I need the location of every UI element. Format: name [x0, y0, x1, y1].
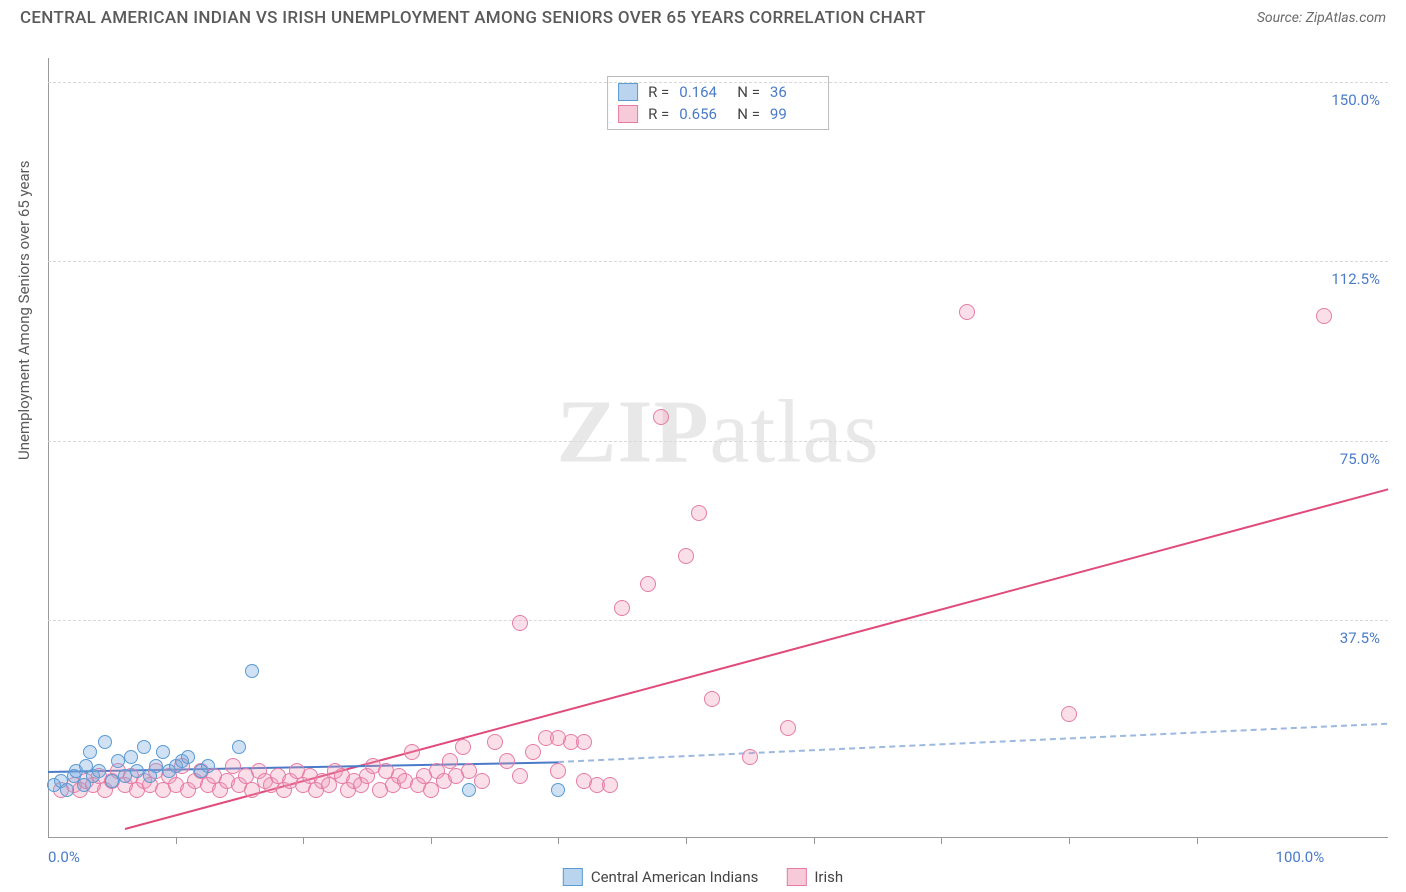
x-minor-tick: [303, 838, 304, 844]
scatter-point: [156, 745, 170, 759]
y-tick-label: 150.0%: [1331, 91, 1380, 109]
scatter-point: [404, 744, 420, 760]
scatter-point: [124, 750, 138, 764]
swatch-blue-icon: [618, 83, 638, 101]
scatter-point: [245, 664, 259, 678]
scatter-point: [98, 735, 112, 749]
scatter-point: [1316, 308, 1332, 324]
x-axis: [48, 837, 1388, 838]
x-minor-tick: [814, 838, 815, 844]
x-minor-tick: [1069, 838, 1070, 844]
scatter-point: [653, 409, 669, 425]
stats-row-series1: R = 0.164 N = 36: [618, 81, 818, 103]
x-minor-tick: [941, 838, 942, 844]
stats-legend-box: R = 0.164 N = 36 R = 0.656 N = 99: [607, 76, 829, 130]
grid-line: [48, 82, 1388, 83]
scatter-point: [576, 734, 592, 750]
swatch-pink-icon: [786, 868, 806, 886]
scatter-point: [474, 773, 490, 789]
scatter-point: [742, 749, 758, 765]
trend-line: [558, 723, 1388, 763]
y-tick-label: 112.5%: [1331, 270, 1380, 288]
swatch-blue-icon: [563, 868, 583, 886]
x-minor-tick: [558, 838, 559, 844]
grid-line: [48, 620, 1388, 621]
scatter-point: [678, 548, 694, 564]
scatter-point: [959, 304, 975, 320]
x-minor-tick: [1197, 838, 1198, 844]
x-tick-label: 100.0%: [1276, 848, 1325, 866]
scatter-point: [60, 783, 74, 797]
scatter-point: [525, 744, 541, 760]
stats-row-series2: R = 0.656 N = 99: [618, 103, 818, 125]
grid-line: [48, 261, 1388, 262]
y-tick-label: 75.0%: [1340, 450, 1380, 468]
scatter-point: [181, 750, 195, 764]
x-minor-tick: [431, 838, 432, 844]
legend-item-series1: Central American Indians: [563, 868, 759, 886]
swatch-pink-icon: [618, 105, 638, 123]
y-axis: [48, 58, 49, 838]
x-minor-tick: [686, 838, 687, 844]
watermark: ZIPatlas: [557, 381, 880, 484]
legend-label-series2: Irish: [814, 868, 843, 886]
plot-area: ZIPatlas R = 0.164 N = 36 R = 0.656 N = …: [48, 58, 1388, 838]
scatter-point: [232, 740, 246, 754]
x-tick-label: 0.0%: [48, 848, 80, 866]
scatter-point: [1061, 706, 1077, 722]
scatter-point: [487, 734, 503, 750]
scatter-point: [614, 600, 630, 616]
x-minor-tick: [176, 838, 177, 844]
source-citation: Source: ZipAtlas.com: [1257, 10, 1386, 26]
y-tick-label: 37.5%: [1340, 629, 1380, 647]
legend-label-series1: Central American Indians: [591, 868, 759, 886]
grid-line: [48, 441, 1388, 442]
scatter-point: [551, 783, 565, 797]
chart-container: Unemployment Among Seniors over 65 years…: [0, 40, 1406, 892]
scatter-point: [550, 763, 566, 779]
scatter-point: [201, 759, 215, 773]
scatter-point: [455, 739, 471, 755]
scatter-point: [704, 691, 720, 707]
legend-bottom: Central American Indians Irish: [563, 868, 843, 886]
scatter-point: [550, 730, 566, 746]
scatter-point: [92, 764, 106, 778]
scatter-point: [83, 745, 97, 759]
chart-title: CENTRAL AMERICAN INDIAN VS IRISH UNEMPLO…: [20, 8, 926, 28]
scatter-point: [462, 783, 476, 797]
legend-item-series2: Irish: [786, 868, 843, 886]
scatter-point: [691, 505, 707, 521]
scatter-point: [512, 615, 528, 631]
scatter-point: [512, 768, 528, 784]
scatter-point: [602, 777, 618, 793]
scatter-point: [137, 740, 151, 754]
scatter-point: [780, 720, 796, 736]
scatter-point: [499, 753, 515, 769]
scatter-point: [640, 576, 656, 592]
y-axis-label: Unemployment Among Seniors over 65 years: [15, 161, 33, 460]
